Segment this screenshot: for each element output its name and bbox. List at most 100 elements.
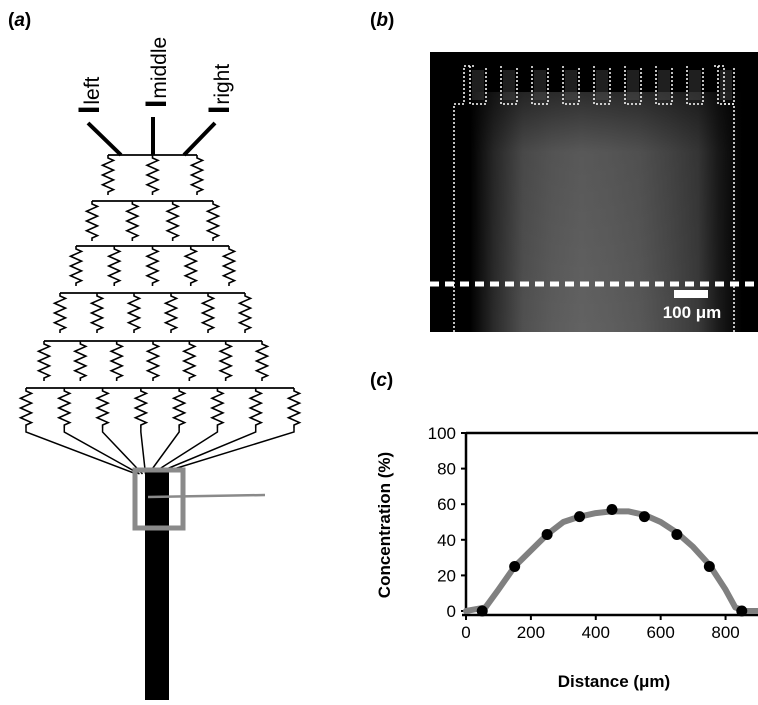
serpentine-channel <box>36 341 52 381</box>
outlet-branch <box>154 428 257 475</box>
data-point <box>509 561 521 572</box>
serpentine-channel <box>126 293 142 333</box>
serpentine-channel <box>181 341 197 381</box>
serpentine-channel <box>218 341 234 381</box>
y-tick-label: 60 <box>437 495 456 514</box>
y-tick-label: 80 <box>437 460 456 479</box>
data-point <box>638 511 650 523</box>
outlet-branch <box>140 428 147 475</box>
serpentine-channel <box>84 201 100 241</box>
serpentine-channel <box>205 201 221 241</box>
x-axis-label: Distance (μm) <box>558 672 670 691</box>
serpentine-channel <box>52 293 68 333</box>
network-diagram: Ileft Imiddle Iright <box>18 37 302 700</box>
serpentine-channel <box>237 293 253 333</box>
channel-wall-right <box>714 65 735 332</box>
inlet-channel-fill <box>534 70 546 100</box>
micrograph-image: 100 μm <box>430 52 758 332</box>
serpentine-channel <box>145 341 161 381</box>
input-label-middle: Imiddle <box>140 37 173 108</box>
inlet-channel-fill <box>720 70 732 100</box>
inlet-channel-fill <box>596 70 608 100</box>
serpentine-channel <box>200 293 216 333</box>
data-point <box>671 528 683 540</box>
serpentine-channel <box>189 155 205 195</box>
outlet-branch <box>63 428 140 475</box>
input-label-left: Ileft <box>73 76 106 114</box>
inlet-channel-fill <box>472 70 484 100</box>
inlet-channel-fill <box>565 70 577 100</box>
x-tick-label: 800 <box>711 623 739 642</box>
outlet-branch <box>25 428 137 475</box>
data-point <box>736 605 748 617</box>
y-tick-label: 100 <box>428 424 456 443</box>
data-point <box>703 561 715 572</box>
outlet-branch <box>157 428 295 475</box>
x-tick-label: 200 <box>517 623 545 642</box>
serpentine-channel <box>163 293 179 333</box>
scale-bar <box>674 290 708 298</box>
concentration-chart: 0 20 40 60 80 100 0 200 400 600 800 Distance (μm) … <box>370 395 758 700</box>
serpentine-channel <box>106 246 122 286</box>
y-tick-label: 40 <box>437 531 456 550</box>
serpentine-channel <box>124 201 140 241</box>
x-tick-label: 400 <box>582 623 610 642</box>
serpentine-channel <box>183 246 199 286</box>
inlet-channel-fill <box>627 70 639 100</box>
data-point <box>476 605 488 617</box>
serpentine-channel <box>145 246 160 286</box>
panel-c-label: (c) <box>370 370 394 391</box>
inlet-channel-outline <box>562 66 580 105</box>
serpentine-channel <box>145 155 160 195</box>
inlet-channel-outline <box>686 66 704 105</box>
serpentine-channel <box>89 293 105 333</box>
inlet-channel-outline <box>531 66 549 105</box>
y-tick-label: 0 <box>447 602 456 621</box>
serpentine-channel <box>221 246 237 286</box>
x-tick-label: 600 <box>646 623 674 642</box>
inset-pointer <box>147 493 266 499</box>
input-labels: Ileft Imiddle Iright <box>73 37 236 114</box>
inlet-channels <box>469 66 735 105</box>
inlet-channel-outline <box>624 66 642 105</box>
serpentine-channel <box>56 388 72 428</box>
data-point <box>541 528 553 540</box>
serpentine-channel <box>100 155 116 195</box>
inlet-channel-outline <box>593 66 611 105</box>
data-point <box>574 511 586 523</box>
outlet-branch <box>147 428 180 475</box>
serpentine-channel <box>248 388 264 428</box>
main-channel <box>145 470 169 700</box>
scale-bar-label: 100 μm <box>663 303 722 322</box>
x-tick-label: 0 <box>461 623 470 642</box>
serpentine-channel <box>18 388 34 428</box>
serpentine-channel <box>109 341 125 381</box>
panel-a-label: (a) <box>8 10 32 31</box>
serpentine-channel <box>68 246 84 286</box>
outlet-branch <box>101 428 144 475</box>
serpentine-channel <box>133 388 149 428</box>
panel-b-label: (b) <box>370 10 395 31</box>
profile-curve <box>463 508 758 614</box>
micrograph: 100 μm <box>430 52 758 332</box>
serpentine-channel <box>171 388 187 428</box>
inlet-channel-right <box>182 121 217 157</box>
network-channels <box>18 117 302 700</box>
inlet-channel-fill <box>503 70 515 100</box>
y-tick-label: 20 <box>437 566 456 585</box>
inlet-channel-fill <box>658 70 670 100</box>
data-point <box>606 504 618 516</box>
chart-plot: 0 20 40 60 80 100 0 200 400 600 800 <box>428 424 758 642</box>
serpentine-channel <box>72 341 88 381</box>
inlet-channel-outline <box>500 66 518 105</box>
inlet-channel-outline <box>469 66 487 105</box>
serpentine-channel <box>165 201 181 241</box>
inlet-channel-fill <box>689 70 701 100</box>
serpentine-channel <box>286 388 302 428</box>
panel-a: (a) Ileft Imiddle Iright <box>0 0 330 700</box>
y-axis-label: Concentration (%) <box>375 452 394 598</box>
inlet-channel-left <box>86 121 123 157</box>
serpentine-channel <box>254 341 270 381</box>
channel-wall-left <box>453 65 474 332</box>
inset-box <box>132 467 186 531</box>
